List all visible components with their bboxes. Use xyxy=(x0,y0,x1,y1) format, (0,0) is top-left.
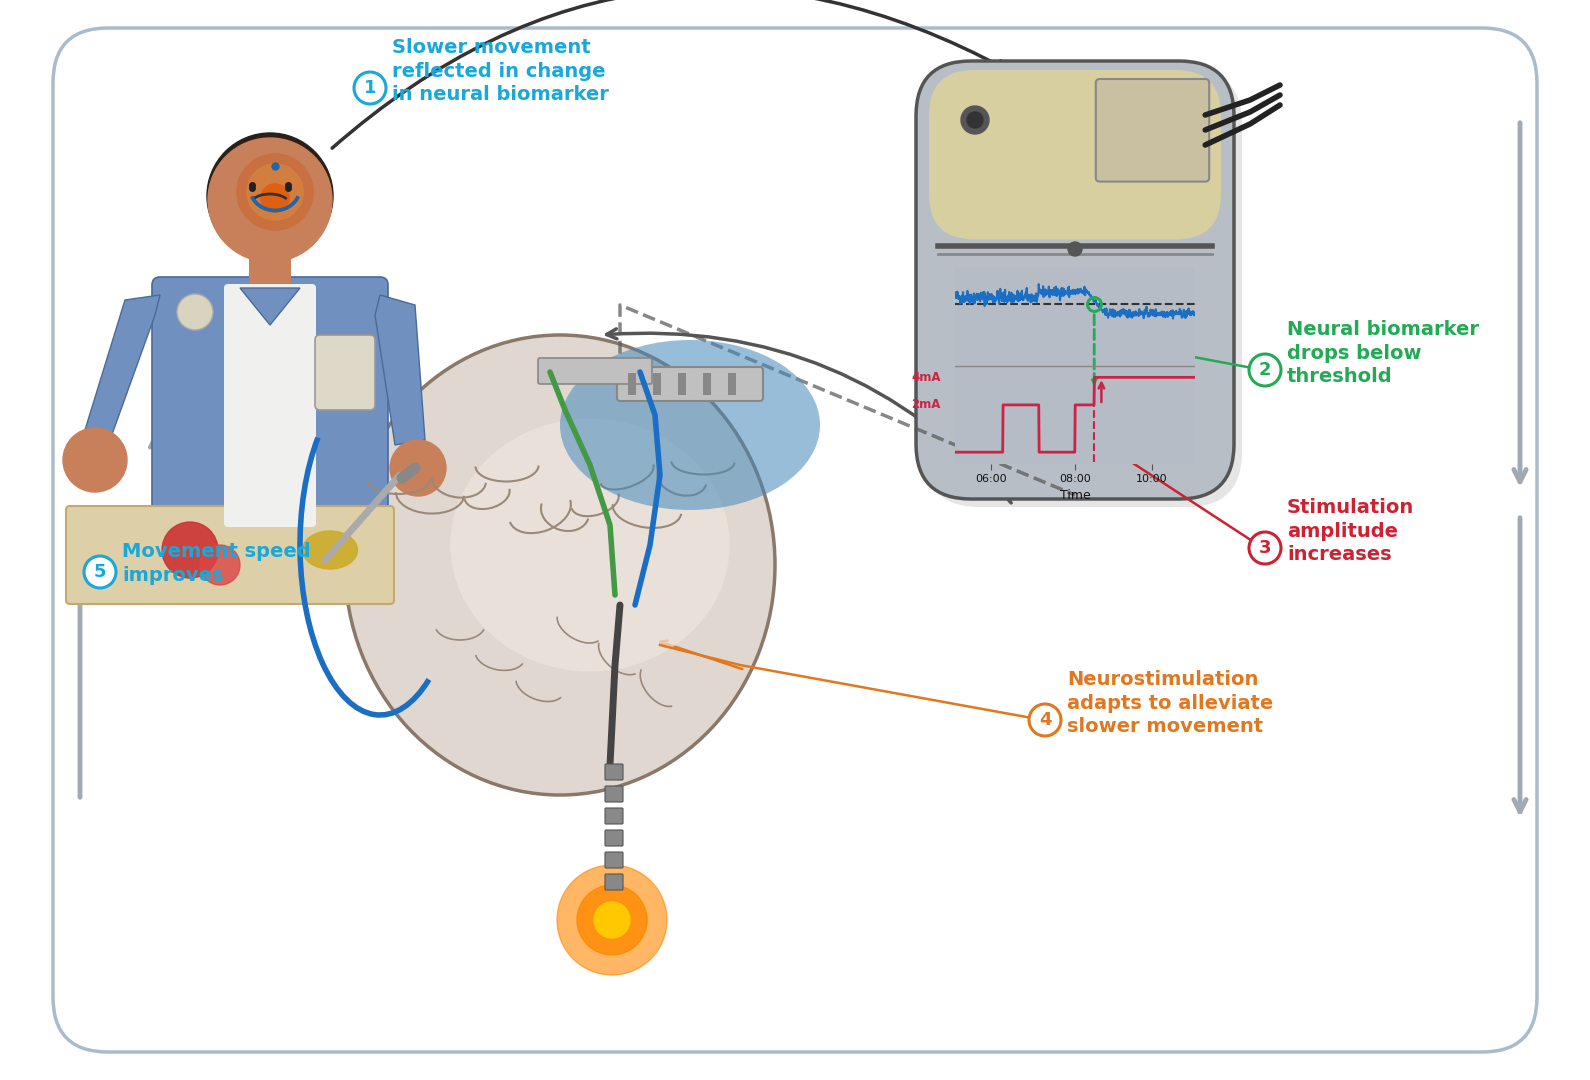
Ellipse shape xyxy=(302,531,358,569)
Circle shape xyxy=(237,154,313,230)
Ellipse shape xyxy=(560,340,820,510)
Circle shape xyxy=(84,556,116,588)
Polygon shape xyxy=(375,295,425,445)
Bar xyxy=(653,373,661,395)
FancyBboxPatch shape xyxy=(52,28,1538,1052)
Circle shape xyxy=(208,138,332,262)
Bar xyxy=(956,267,1196,464)
Circle shape xyxy=(1068,242,1083,256)
Circle shape xyxy=(246,164,304,220)
Circle shape xyxy=(355,72,386,104)
Circle shape xyxy=(556,865,666,975)
FancyBboxPatch shape xyxy=(67,507,394,604)
Text: 2mA: 2mA xyxy=(911,399,941,411)
FancyBboxPatch shape xyxy=(916,60,1234,499)
Circle shape xyxy=(215,146,326,258)
Circle shape xyxy=(960,106,989,134)
Bar xyxy=(703,373,711,395)
FancyBboxPatch shape xyxy=(1096,79,1210,181)
Text: 5: 5 xyxy=(94,563,107,581)
Circle shape xyxy=(967,112,983,129)
Bar xyxy=(728,373,736,395)
FancyBboxPatch shape xyxy=(924,69,1242,507)
Text: 3: 3 xyxy=(1259,539,1272,557)
Polygon shape xyxy=(84,295,161,440)
Circle shape xyxy=(1029,704,1061,735)
Text: Stimulation
amplitude
increases: Stimulation amplitude increases xyxy=(1286,498,1414,564)
FancyBboxPatch shape xyxy=(224,284,316,527)
FancyBboxPatch shape xyxy=(606,852,623,868)
Text: 2: 2 xyxy=(1259,361,1272,379)
FancyBboxPatch shape xyxy=(250,255,291,291)
Text: Neurostimulation
adapts to alleviate
slower movement: Neurostimulation adapts to alleviate slo… xyxy=(1067,671,1274,737)
FancyBboxPatch shape xyxy=(929,70,1221,240)
Circle shape xyxy=(1250,354,1282,386)
Bar xyxy=(628,373,636,395)
Circle shape xyxy=(237,154,313,230)
FancyBboxPatch shape xyxy=(606,874,623,890)
Circle shape xyxy=(595,902,630,939)
Circle shape xyxy=(64,428,127,492)
Text: 4: 4 xyxy=(1038,711,1051,729)
FancyBboxPatch shape xyxy=(153,276,388,534)
Circle shape xyxy=(176,294,213,330)
Circle shape xyxy=(1250,532,1282,564)
Circle shape xyxy=(200,545,240,585)
Text: Neural biomarker
drops below
threshold: Neural biomarker drops below threshold xyxy=(1286,320,1479,387)
Circle shape xyxy=(390,440,447,496)
FancyBboxPatch shape xyxy=(617,367,763,401)
FancyBboxPatch shape xyxy=(537,357,652,384)
Circle shape xyxy=(207,133,332,259)
Text: Slower movement
reflected in change
in neural biomarker: Slower movement reflected in change in n… xyxy=(393,38,609,104)
Text: 1: 1 xyxy=(364,79,377,97)
Ellipse shape xyxy=(450,418,730,672)
Text: 4mA: 4mA xyxy=(911,370,941,383)
Bar xyxy=(677,373,685,395)
FancyBboxPatch shape xyxy=(606,808,623,824)
Circle shape xyxy=(261,184,289,212)
Circle shape xyxy=(577,885,647,955)
Circle shape xyxy=(246,164,304,220)
Circle shape xyxy=(162,522,218,578)
FancyBboxPatch shape xyxy=(606,786,623,802)
Text: Movement speed
improves: Movement speed improves xyxy=(122,542,310,585)
Polygon shape xyxy=(240,288,301,325)
Circle shape xyxy=(261,184,289,212)
FancyBboxPatch shape xyxy=(606,831,623,846)
FancyBboxPatch shape xyxy=(606,764,623,780)
Ellipse shape xyxy=(345,335,774,795)
FancyBboxPatch shape xyxy=(315,335,375,410)
X-axis label: Time: Time xyxy=(1059,488,1091,501)
